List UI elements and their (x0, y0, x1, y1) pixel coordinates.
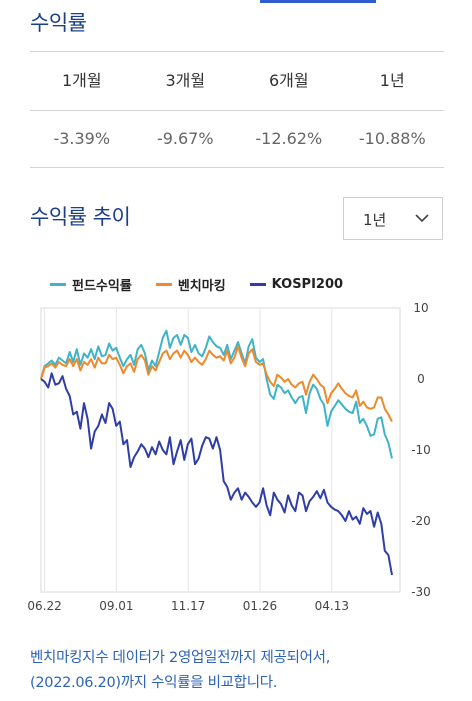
x-tick-label: 09.01 (99, 599, 133, 613)
footnote: 벤치마킹지수 데이터가 2영업일전까지 제공되어서, (2022.06.20)까… (30, 646, 450, 696)
returns-value-row: -3.39% -9.67% -12.62% -10.88% (30, 111, 444, 167)
legend-label: 펀드수익률 (72, 279, 132, 294)
period-select-value: 1년 (363, 211, 387, 229)
period-header: 3개월 (165, 71, 206, 90)
legend-item: 펀드수익률 (50, 275, 132, 294)
y-tick-label: 0 (417, 372, 425, 386)
table-divider (30, 51, 444, 52)
footnote-line: 벤치마킹지수 데이터가 2영업일전까지 제공되어서, (30, 650, 331, 666)
period-header: 1개월 (61, 71, 102, 90)
footnote-line: (2022.06.20)까지 수익률을 비교합니다. (30, 675, 278, 691)
legend-swatch (50, 283, 66, 286)
returns-table: 1개월 3개월 6개월 1년 -3.39% -9.67% -12.62% -10… (30, 51, 444, 168)
plot-frame (40, 307, 401, 593)
series-line (40, 372, 393, 576)
legend-swatch (249, 283, 266, 286)
active-tab-indicator (260, 0, 376, 3)
chart-legend: 펀드수익률 벤치마킹 KOSPI200 (50, 275, 367, 294)
returns-header-row: 1개월 3개월 6개월 1년 (30, 52, 444, 110)
legend-label: KOSPI200 (271, 277, 344, 292)
period-header: 6개월 (268, 71, 309, 90)
x-tick-label: 01.26 (243, 599, 277, 613)
period-header: 1년 (379, 71, 405, 90)
returns-title: 수익률 (30, 11, 87, 35)
return-value: -3.39% (53, 129, 111, 148)
legend-label: 벤치마킹 (177, 279, 226, 294)
chevron-down-icon (415, 214, 429, 223)
return-value: -10.88% (358, 129, 426, 148)
trend-title: 수익률 추이 (30, 205, 131, 229)
table-divider (30, 167, 444, 168)
legend-item: KOSPI200 (249, 275, 344, 294)
legend-swatch (155, 283, 172, 286)
x-tick-label: 04.13 (315, 599, 349, 613)
x-tick-label: 06.22 (27, 599, 61, 613)
return-value: -9.67% (156, 129, 214, 148)
y-tick-label: -20 (411, 514, 431, 528)
y-tick-label: -30 (411, 585, 431, 599)
period-select[interactable]: 1년 (343, 197, 443, 240)
table-divider (30, 110, 444, 111)
legend-item: 벤치마킹 (155, 275, 226, 294)
y-tick-label: 10 (413, 301, 428, 315)
return-value: -12.62% (255, 129, 323, 148)
series-line (40, 345, 393, 423)
x-tick-label: 11.17 (171, 599, 205, 613)
return-trend-chart: 06.22 09.01 11.17 01.26 04.13 10 0 -10 -20 -30 (27, 301, 431, 613)
series-line (40, 329, 393, 459)
y-tick-label: -10 (411, 443, 431, 457)
